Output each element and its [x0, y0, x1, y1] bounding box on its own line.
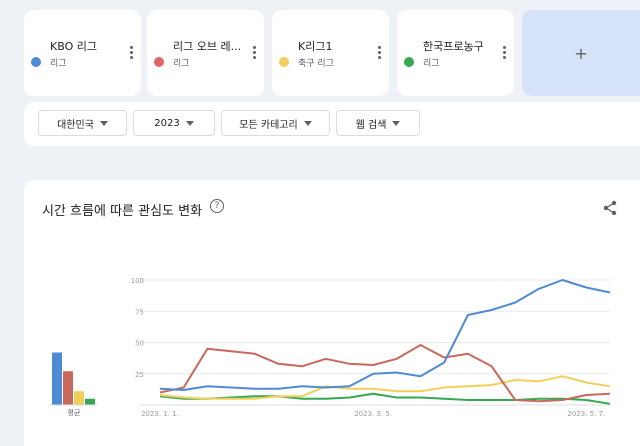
- filter-bar: 대한민국 2023 모든 카테고리 웹 검색: [24, 102, 640, 146]
- search-type-dropdown[interactable]: 웹 검색: [336, 110, 420, 136]
- term-card-2[interactable]: 리그 오브 레... 리그: [147, 10, 264, 96]
- average-bar: [74, 391, 84, 405]
- x-tick-label: 2023. 3. 5.: [354, 410, 392, 418]
- more-vert-icon[interactable]: [129, 46, 133, 60]
- period-label: 2023: [154, 117, 180, 129]
- series-color-dot: [154, 57, 164, 67]
- term-category: 리그: [423, 59, 440, 69]
- series-color-dot: [31, 57, 41, 67]
- average-bar: [85, 398, 95, 405]
- x-tick-label: 2023. 1. 1.: [141, 410, 179, 418]
- term-card-1[interactable]: KBO 리그 리그: [24, 10, 141, 96]
- term-name: 리그 오브 레...: [173, 40, 242, 53]
- series-color-dot: [404, 57, 414, 67]
- category-dropdown[interactable]: 모든 카테고리: [221, 110, 330, 136]
- add-comparison-button[interactable]: +: [522, 10, 640, 96]
- y-tick-label: 100: [131, 277, 144, 285]
- term-name: KBO 리그: [50, 40, 97, 53]
- average-label: 평균: [68, 408, 81, 417]
- series-line: [159, 392, 611, 405]
- period-dropdown[interactable]: 2023: [133, 110, 215, 136]
- term-category: 리그: [50, 59, 67, 69]
- series-color-dot: [279, 57, 289, 67]
- term-name: 한국프로농구: [423, 40, 484, 53]
- x-tick-label: 2023. 5. 7.: [567, 410, 605, 418]
- term-category: 리그: [173, 59, 190, 69]
- more-vert-icon[interactable]: [377, 46, 381, 60]
- y-tick-label: 75: [135, 308, 144, 316]
- share-icon[interactable]: [602, 200, 618, 216]
- series-line: [159, 279, 611, 391]
- more-vert-icon[interactable]: [252, 46, 256, 60]
- region-dropdown[interactable]: 대한민국: [38, 110, 127, 136]
- help-icon[interactable]: ?: [210, 199, 224, 213]
- interest-chart: 25 50 75 100 2023. 1. 1. 2023. 3. 5. 2023. 5. …: [49, 277, 611, 418]
- more-vert-icon[interactable]: [502, 46, 506, 60]
- term-card-4[interactable]: 한국프로농구 리그: [397, 10, 514, 96]
- region-label: 대한민국: [57, 119, 94, 131]
- term-card-3[interactable]: K리그1 축구 리그: [272, 10, 389, 96]
- category-label: 모든 카테고리: [239, 119, 298, 131]
- y-tick-label: 25: [135, 371, 144, 379]
- caret-down-icon: [185, 120, 194, 126]
- interest-over-time-panel: 25 50 75 100 2023. 1. 1. 2023. 3. 5. 2023. 5. …: [24, 180, 640, 446]
- series-line: [159, 344, 611, 403]
- term-category: 축구 리그: [298, 59, 334, 69]
- add-icon: +: [574, 43, 588, 63]
- series-line: [159, 375, 611, 400]
- average-bar: [52, 352, 62, 405]
- search-type-label: 웹 검색: [355, 119, 387, 131]
- caret-down-icon: [303, 120, 312, 126]
- term-name: K리그1: [298, 40, 333, 53]
- average-bar: [63, 371, 73, 405]
- caret-down-icon: [99, 120, 108, 126]
- comparison-terms: KBO 리그 리그 리그 오브 레... 리그 K리그1 축구 리그 한국프로농…: [24, 10, 640, 96]
- caret-down-icon: [392, 120, 401, 126]
- panel-title: 시간 흐름에 따른 관심도 변화: [42, 204, 203, 219]
- y-tick-label: 50: [135, 340, 144, 348]
